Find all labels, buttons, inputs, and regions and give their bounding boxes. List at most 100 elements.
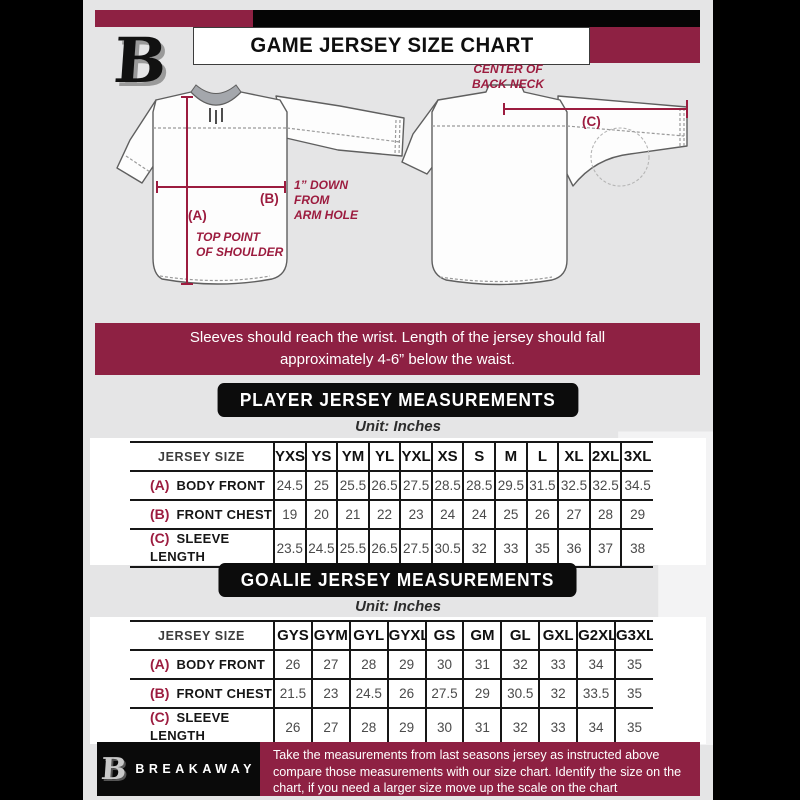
- sleeve-instruction-banner: Sleeves should reach the wrist. Length o…: [95, 323, 700, 375]
- measurement-value-cell: 24.5: [304, 528, 338, 568]
- sleeve-instruction-text: Sleeves should reach the wrist. Length o…: [189, 329, 606, 368]
- measurement-name: BODY FRONT: [176, 477, 266, 493]
- size-column-header: GL: [500, 620, 540, 650]
- goalie-section-heading: GOALIE JERSEY MEASUREMENTS: [218, 563, 578, 597]
- measurement-value-cell: 29: [386, 649, 426, 679]
- player-table-container: JERSEY SIZE YXS YS YM YL YXL XS S M L XL 2XL 3XL (A) B…: [130, 441, 653, 568]
- measurement-value-cell: 30.5: [500, 678, 540, 708]
- measurement-value-cell: 32: [500, 649, 540, 679]
- measurement-value-cell: 24: [430, 499, 464, 529]
- measurement-value-cell: 28: [588, 499, 622, 529]
- measurement-value-cell: 32: [462, 528, 496, 568]
- footer-logo-b-icon: B: [99, 751, 128, 787]
- measurement-value-cell: 31: [462, 649, 502, 679]
- size-column-header: YS: [304, 441, 338, 471]
- measurement-value-cell: 24: [462, 499, 496, 529]
- measurement-value-cell: 26.5: [367, 470, 401, 500]
- measurement-name: BODY FRONT: [176, 656, 266, 672]
- measurement-value-cell: 35: [614, 678, 653, 708]
- measurement-value-cell: 29.5: [494, 470, 527, 500]
- measurement-value-cell: 34.5: [620, 470, 653, 500]
- measurement-letter: (A): [150, 655, 170, 672]
- size-column-header: GYXL: [386, 620, 426, 650]
- measurement-value-cell: 25: [304, 470, 338, 500]
- size-column-header: GYL: [348, 620, 388, 650]
- measurement-row: (A) BODY FRONT 24.5 25 25.5 26.5 27.5 28.5 28.5 2…: [130, 470, 653, 500]
- measurement-name: FRONT CHEST: [176, 685, 273, 701]
- size-column-header: 2XL: [588, 441, 622, 471]
- size-header-row: JERSEY SIZE YXS YS YM YL YXL XS S M L XL 2XL 3XL: [130, 441, 653, 471]
- measurement-value-cell: 29: [462, 678, 502, 708]
- measurement-row-label: (C) SLEEVE LENGTH: [130, 528, 274, 568]
- size-column-header: S: [462, 441, 496, 471]
- measurement-name: SLEEVE LENGTH: [150, 710, 230, 743]
- measurement-value-cell: 28: [348, 707, 388, 747]
- goalie-section-heading-box: GOALIE JERSEY MEASUREMENTS: [83, 563, 713, 597]
- jersey-size-corner-label: JERSEY SIZE: [130, 441, 274, 471]
- measurement-name: FRONT CHEST: [176, 506, 273, 522]
- measurement-letter: (B): [150, 684, 170, 701]
- measurement-value-cell: 35: [525, 528, 559, 568]
- measurement-value-cell: 24.5: [348, 678, 388, 708]
- measurement-value-cell: 28.5: [462, 470, 496, 500]
- player-unit-label: Unit: Inches: [355, 418, 441, 435]
- player-size-table: JERSEY SIZE YXS YS YM YL YXL XS S M L XL 2XL 3XL (A) B…: [130, 441, 653, 568]
- top-bar-maroon-segment: [95, 10, 253, 27]
- top-bar-black-segment: [253, 10, 700, 27]
- measurement-value-cell: 22: [367, 499, 401, 529]
- measurement-letter: (A): [150, 476, 170, 493]
- footer-instructions: Take the measurements from last seasons …: [260, 742, 700, 796]
- measurement-value-cell: 26: [525, 499, 559, 529]
- measurement-value-cell: 30.5: [430, 528, 464, 568]
- measurement-row-label: (A) BODY FRONT: [130, 649, 274, 679]
- measurement-row-label: (A) BODY FRONT: [130, 470, 274, 500]
- measurement-value-cell: 32.5: [557, 470, 590, 500]
- measurement-letter: (B): [150, 505, 170, 522]
- measurement-row: (B) FRONT CHEST 19 20 21 22 23 24 24 25 26 27 28 29: [130, 499, 653, 529]
- size-column-header: GS: [424, 620, 464, 650]
- goalie-size-table: JERSEY SIZE GYS GYM GYL GYXL GS GM GL GXL G2XL G3X…: [130, 620, 653, 747]
- measurement-letter: (C): [150, 530, 170, 546]
- measurement-value-cell: 25: [494, 499, 527, 529]
- measurement-row: (B) FRONT CHEST 21.5 23 24.5 26 27.5 29 30.5 32 33…: [130, 678, 653, 708]
- measurement-value-cell: 26.5: [367, 528, 401, 568]
- player-section-heading-box: PLAYER JERSEY MEASUREMENTS: [83, 383, 713, 417]
- size-column-header: M: [494, 441, 527, 471]
- measurement-value-cell: 25.5: [336, 470, 369, 500]
- measurement-value-cell: 33: [494, 528, 527, 568]
- goalie-unit-label: Unit: Inches: [355, 598, 441, 615]
- size-column-header: G2XL: [576, 620, 616, 650]
- label-c-caption: CENTER OF BACK NECK: [472, 62, 544, 91]
- measurement-value-cell: 27.5: [399, 528, 432, 568]
- measurement-value-cell: 32: [500, 707, 540, 747]
- measurement-value-cell: 31: [462, 707, 502, 747]
- measurement-value-cell: 27: [557, 499, 590, 529]
- measurement-value-cell: 30: [424, 649, 464, 679]
- measurement-value-cell: 21: [336, 499, 369, 529]
- measurement-value-cell: 25.5: [336, 528, 369, 568]
- measurement-value-cell: 33: [538, 649, 578, 679]
- measurement-value-cell: 34: [576, 707, 616, 747]
- size-header-row: JERSEY SIZE GYS GYM GYL GYXL GS GM GL GXL G2XL G3X…: [130, 620, 653, 650]
- size-column-header: XS: [430, 441, 464, 471]
- measurement-value-cell: 32: [538, 678, 578, 708]
- measurement-value-cell: 30: [424, 707, 464, 747]
- measurement-value-cell: 23: [399, 499, 432, 529]
- measurement-value-cell: 21.5: [273, 678, 312, 708]
- measurement-value-cell: 20: [304, 499, 338, 529]
- measurement-value-cell: 37: [588, 528, 622, 568]
- page-title-box: GAME JERSEY SIZE CHART: [193, 27, 590, 65]
- size-column-header: GYS: [273, 620, 312, 650]
- measurement-value-cell: 34: [576, 649, 616, 679]
- measurement-row: (A) BODY FRONT 26 27 28 29 30 31 32 33 34 35: [130, 649, 653, 679]
- label-b: (B): [260, 191, 279, 206]
- footer-logo-box: B BREAKAWAY: [97, 742, 260, 796]
- measurement-value-cell: 31.5: [525, 470, 559, 500]
- size-column-header: GXL: [538, 620, 578, 650]
- jersey-measurement-diagram: (A) TOP POINT OF SHOULDER (B) 1” DOWN FR…: [90, 60, 706, 325]
- back-jersey-drawing: [401, 84, 688, 286]
- player-section-heading: PLAYER JERSEY MEASUREMENTS: [217, 383, 579, 417]
- measurement-value-cell: 24.5: [273, 470, 306, 500]
- jersey-size-corner-label: JERSEY SIZE: [130, 620, 274, 650]
- size-chart-sheet: B B GAME JERSEY SIZE CHART: [83, 0, 713, 800]
